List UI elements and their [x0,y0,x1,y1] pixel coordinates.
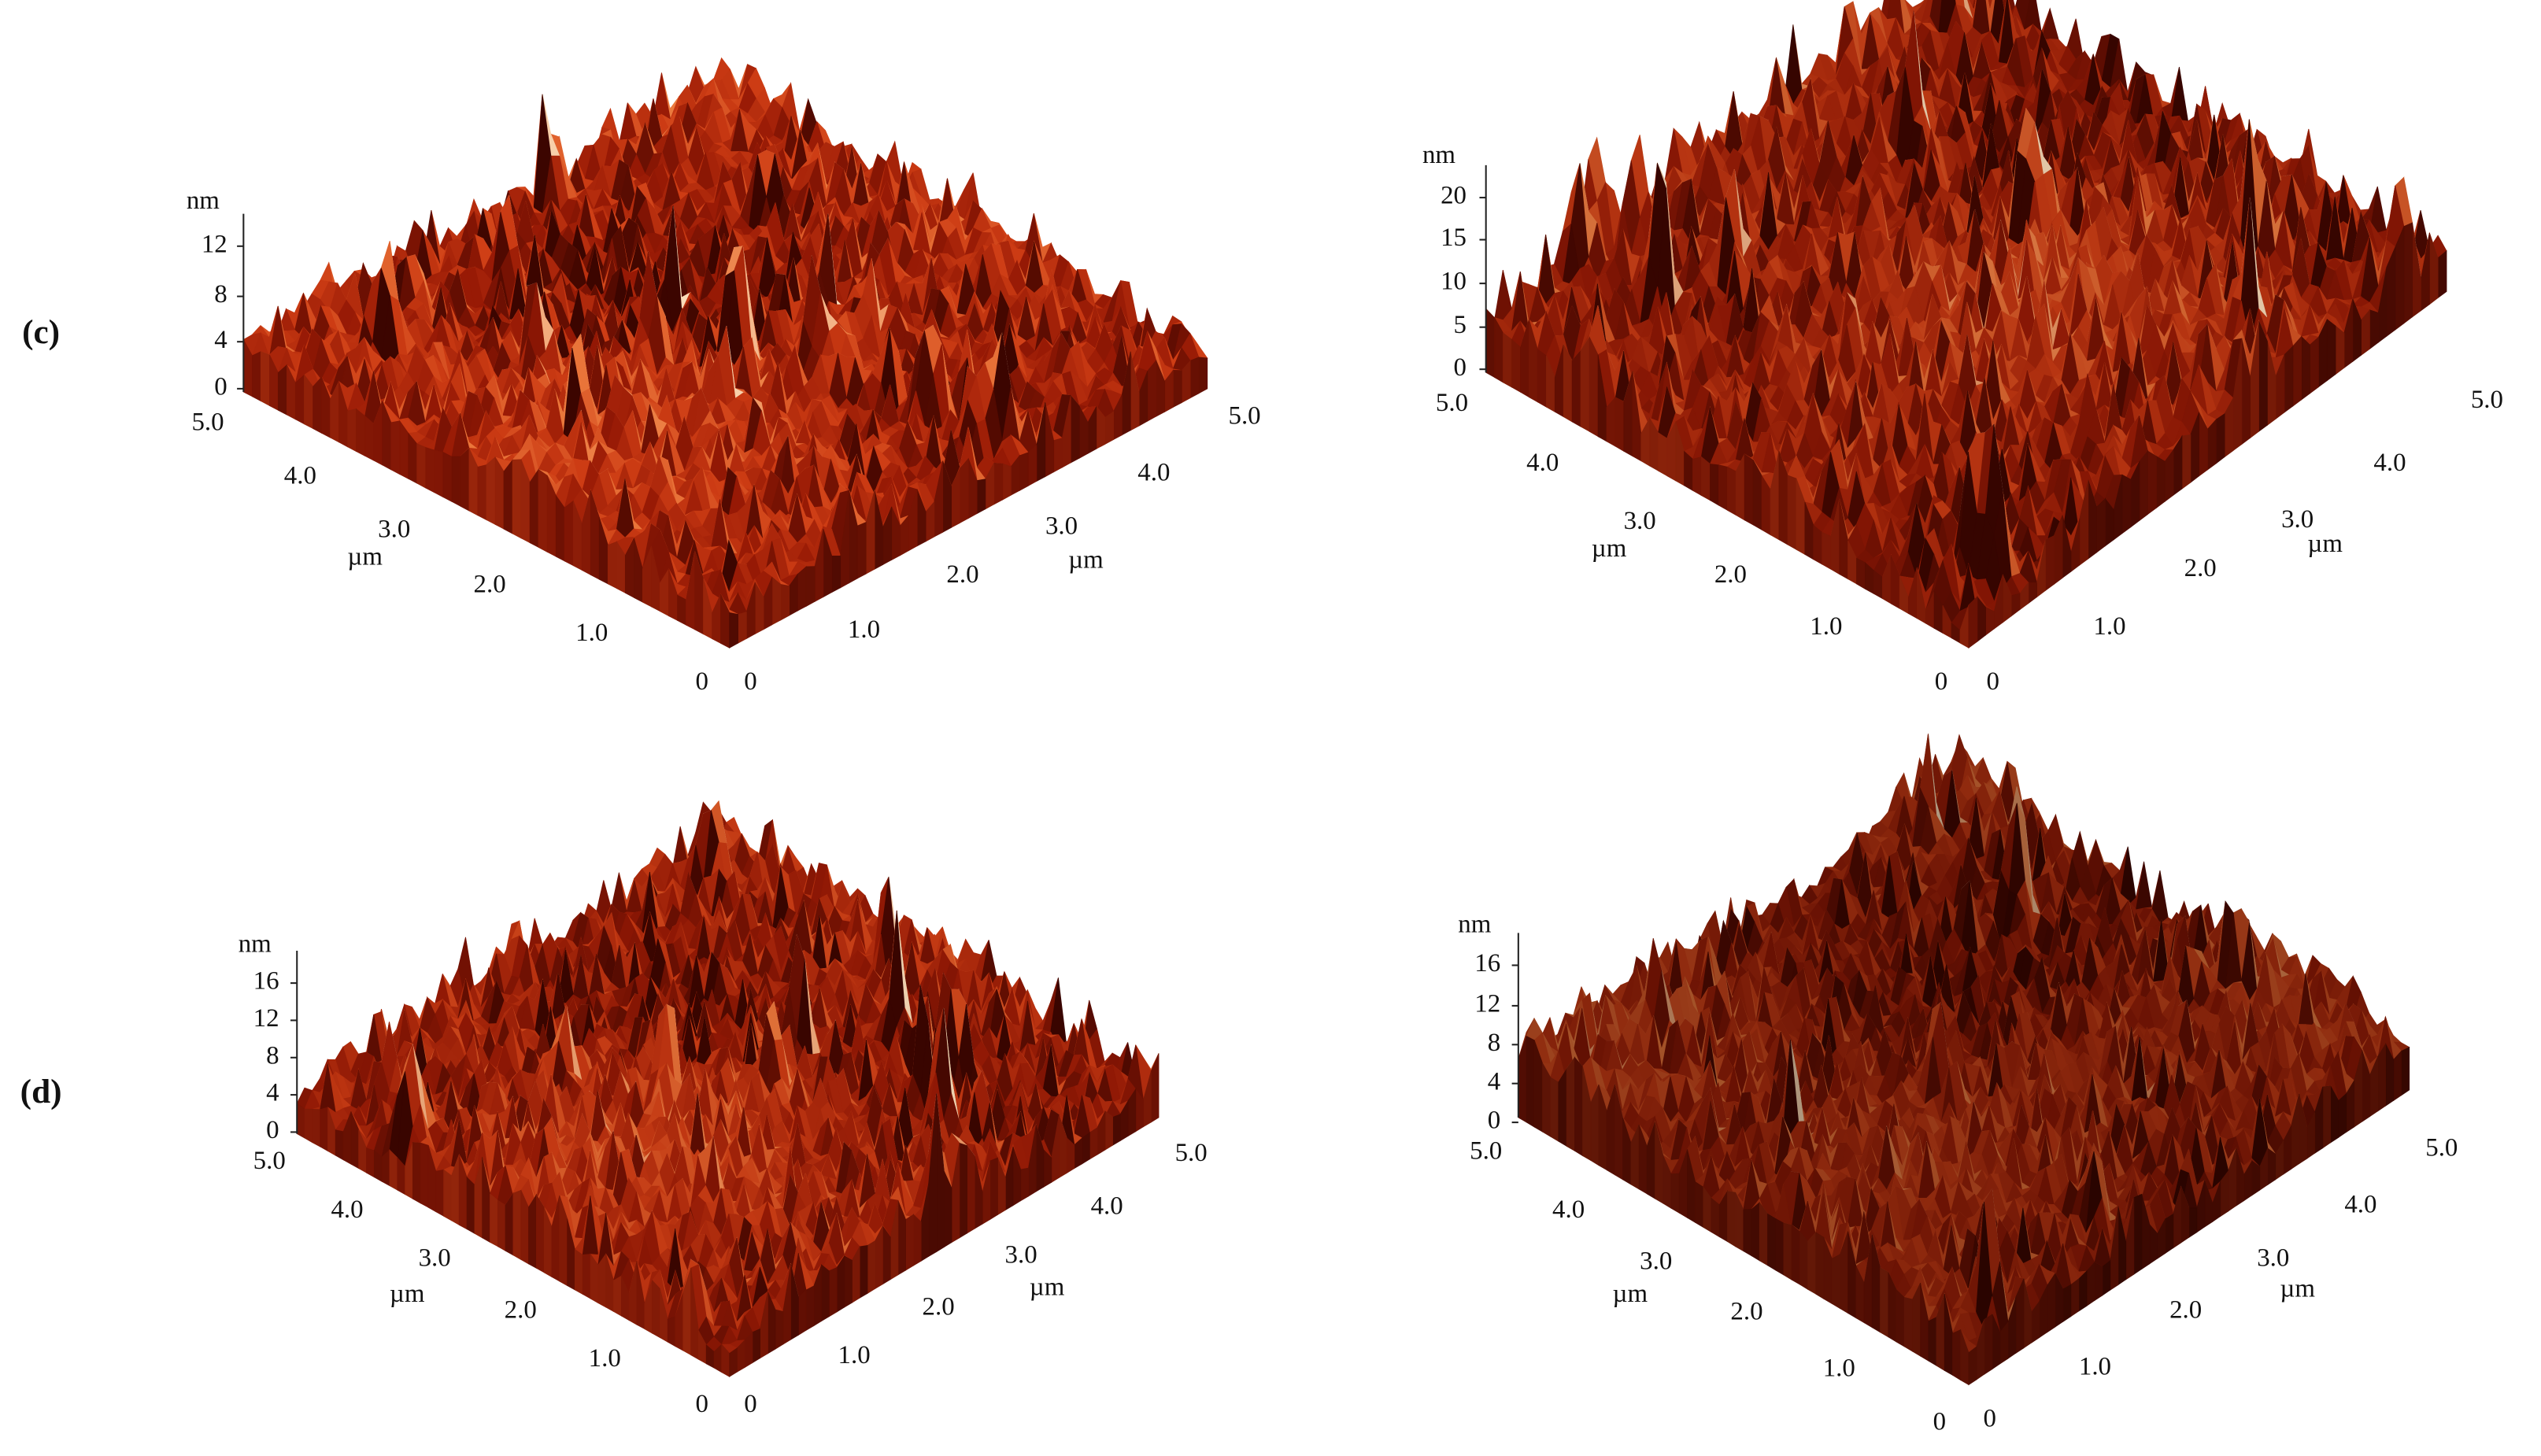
right-tick-label: 2.0 [946,560,978,589]
side-wall [555,494,565,562]
side-wall [1053,438,1063,473]
left-tick-label: 1.0 [575,619,608,647]
side-wall [364,415,375,461]
side-wall [1070,394,1080,464]
left-tick-label: 3.0 [378,516,410,544]
side-wall [959,457,969,524]
right-tick-label: 1.0 [848,615,880,644]
z-tick-label: 4 [214,326,227,354]
right-tick-label: 0 [744,667,756,696]
side-wall [1104,411,1115,445]
side-wall [294,374,305,425]
side-wall [538,468,548,553]
right-tick-label: 5.0 [1229,401,1261,430]
afm-panel: 12 8 4 0 nm 5.0 4.0 3.0 2.0 1.0 0 µm 0 1.0 2.0 3.0 4.0 5.… [187,57,1261,696]
side-wall [780,583,790,621]
side-wall [442,451,453,502]
side-wall [460,447,470,512]
side-wall [313,375,322,434]
side-wall [607,541,617,589]
side-wall [976,479,986,515]
side-wall [729,612,738,649]
side-wall [347,408,357,453]
side-wall [425,447,435,493]
row-label: (c) [22,313,60,351]
right-tick-label: 4.0 [1137,459,1170,487]
side-wall [434,449,444,498]
z-tick-label: 12 [202,230,227,258]
side-wall [1019,452,1029,492]
side-wall [529,468,539,549]
side-wall [512,459,522,539]
side-wall [831,556,841,593]
side-wall [260,351,270,407]
side-wall [416,443,427,489]
z-tick-label: 0 [214,372,227,401]
right-unit: µm [1068,546,1104,575]
side-wall [1002,463,1012,501]
side-wall [477,464,487,521]
side-wall [1198,357,1208,394]
left-tick-label: 2.0 [474,571,506,599]
side-wall [856,522,867,579]
side-wall [738,612,747,644]
side-wall [252,351,261,402]
afm-panel: 20151050nm5.04.03.02.01.00µm01.02.03.04.… [1422,0,2503,696]
z-tick-label: 8 [214,280,227,309]
side-wall [277,364,287,416]
side-wall [1172,370,1182,408]
left-unit: µm [347,543,383,571]
side-wall [677,594,686,626]
right-tick-label: 3.0 [1045,512,1078,540]
side-wall [356,408,366,456]
side-wall [390,420,401,475]
side-wall [805,566,816,607]
left-tick-label: 4.0 [284,462,316,490]
side-wall [564,500,574,567]
side-wall [993,462,1004,505]
side-wall [1147,359,1157,422]
side-wall [797,566,807,612]
side-wall [451,456,461,507]
side-wall [486,456,496,526]
side-wall [1027,445,1037,487]
side-wall [771,576,782,626]
left-tick-label: 5.0 [191,408,224,437]
side-wall [503,459,513,534]
side-wall [1189,357,1200,399]
left-tick-label: 0 [695,667,708,696]
z-unit: nm [187,187,220,215]
